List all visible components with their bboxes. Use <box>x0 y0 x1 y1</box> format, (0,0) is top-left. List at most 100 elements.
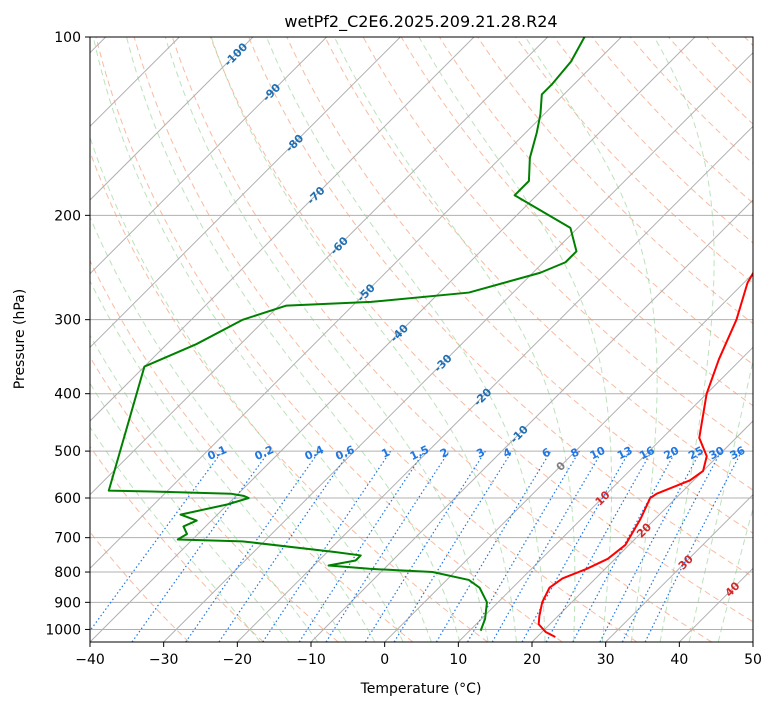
dry-adiabats <box>90 37 753 642</box>
mixing-ratio-label: 0.1 <box>206 443 229 463</box>
dry-adiabat-line <box>248 37 753 578</box>
moist-adiabat-line <box>418 37 613 642</box>
mixing-ratio-line <box>218 450 351 642</box>
moist-adiabat-line <box>333 37 576 642</box>
mixing-ratio-label: 4 <box>501 445 514 460</box>
isotherm-line <box>236 125 753 642</box>
y-tick-label: 100 <box>54 30 81 46</box>
isotherm-line <box>90 37 696 642</box>
x-tick-label: −40 <box>75 652 105 668</box>
mixing-ratio-line <box>298 450 425 642</box>
mixing-ratio-line <box>185 450 320 642</box>
dry-adiabat-line <box>90 445 264 642</box>
moist-adiabats <box>90 37 753 642</box>
isotherm-line <box>457 346 753 642</box>
y-axis-ticks: 100 200 300 400 500 600 700 800 900 1000 <box>45 30 90 638</box>
moist-adiabat-line <box>210 37 517 642</box>
mixing-ratio-label: 6 <box>540 445 553 460</box>
sounding-series-line <box>537 271 753 638</box>
dry-adiabat-line <box>744 37 753 47</box>
moist-adiabat-line <box>90 215 376 642</box>
isotherm-label: -70 <box>304 184 327 207</box>
isotherm-line <box>752 641 753 642</box>
plot-area: 0.1 0.2 0.4 0.6 1 1.5 2 3 4 6 8 10 13 16 20 25 30 36-100-… <box>90 37 753 642</box>
dry-adiabat-line <box>591 37 753 204</box>
mixing-ratio-line <box>644 450 743 642</box>
x-axis-ticks: −40 −30 −20 −10 0 10 20 30 40 50 <box>75 642 762 668</box>
moist-adiabat-line <box>717 506 753 642</box>
dry-adiabat-line <box>90 531 190 642</box>
sounding-series-line <box>107 37 586 632</box>
mixing-ratio-label: 0.6 <box>333 443 356 463</box>
mixing-ratio-label: 2 <box>438 446 451 461</box>
moist-adiabat-line <box>524 37 658 642</box>
mixing-ratio-label: 1.5 <box>408 443 431 463</box>
x-tick-label: −20 <box>223 652 253 668</box>
mixing-ratio-label: 10 <box>588 444 608 463</box>
mixing-ratio-label: 13 <box>615 444 635 463</box>
dry-adiabat-line <box>286 37 753 534</box>
dry-adiabat-line <box>95 37 563 642</box>
dry-adiabat-line <box>668 37 753 125</box>
moist-adiabat-line <box>90 135 404 642</box>
plot-frame <box>89 36 754 643</box>
mixing-ratio-lines <box>90 450 743 642</box>
y-tick-label: 600 <box>54 491 81 507</box>
mixing-ratio-line <box>545 450 653 642</box>
dry-adiabat-line <box>90 150 488 642</box>
moist-adiabat-line <box>126 37 461 642</box>
dry-adiabat-line <box>210 37 753 623</box>
y-tick-label: 700 <box>54 531 81 547</box>
isotherm-label: -30 <box>431 351 454 374</box>
dry-adiabat-line <box>477 37 753 325</box>
mixing-ratio-line <box>325 450 450 642</box>
isotherm-line <box>90 37 328 275</box>
mixing-ratio-label: 36 <box>728 444 748 463</box>
mixing-ratio-label: 20 <box>662 444 682 463</box>
moist-adiabat-line <box>688 358 753 642</box>
isotherm-line <box>531 420 753 642</box>
x-tick-label: 0 <box>380 652 389 668</box>
isotherm-line <box>90 37 622 570</box>
isotherm-line <box>163 51 753 642</box>
dry-adiabat-line <box>133 37 638 642</box>
isotherm-line <box>605 493 753 642</box>
moist-adiabat-line <box>653 37 715 642</box>
dry-adiabat-line <box>90 356 339 642</box>
isotherm-line <box>90 37 401 349</box>
mixing-ratio-label: 25 <box>686 444 706 463</box>
mixing-ratio-line <box>521 450 631 642</box>
dry-adiabat-line <box>706 37 753 86</box>
moist-adiabat-line <box>92 37 432 642</box>
x-tick-label: 50 <box>744 652 762 668</box>
y-tick-label: 1000 <box>45 622 81 638</box>
dry-adiabat-line <box>515 37 753 284</box>
isotherms <box>90 37 753 642</box>
isotherm-line <box>90 37 254 201</box>
mixing-ratio-label: 16 <box>637 444 657 463</box>
x-tick-label: 20 <box>523 652 541 668</box>
mixing-ratio-line <box>131 450 270 642</box>
chart-title: wetPf2_C2E6.2025.209.21.28.R24 <box>284 12 557 32</box>
x-tick-label: 10 <box>449 652 467 668</box>
isotherm-line <box>384 272 753 642</box>
isotherm-line <box>90 37 475 422</box>
y-tick-label: 900 <box>54 595 81 611</box>
isotherm-label: -100 <box>222 40 251 69</box>
sounding-series <box>107 37 753 638</box>
x-tick-label: −10 <box>296 652 326 668</box>
isotherm-line <box>310 199 753 642</box>
dry-adiabat-line <box>324 37 753 491</box>
y-tick-label: 800 <box>54 565 81 581</box>
mixing-ratio-label: 30 <box>707 444 727 463</box>
mixing-ratio-line <box>572 450 677 642</box>
mixing-ratio-line <box>90 450 223 632</box>
y-axis-label: Pressure (hPa) <box>12 289 28 389</box>
moist-adiabat-line <box>90 426 261 642</box>
moist-adiabat-line <box>90 334 319 642</box>
y-tick-label: 200 <box>54 208 81 224</box>
x-tick-label: 40 <box>670 652 688 668</box>
x-tick-label: 30 <box>597 652 615 668</box>
x-tick-label: −30 <box>149 652 179 668</box>
